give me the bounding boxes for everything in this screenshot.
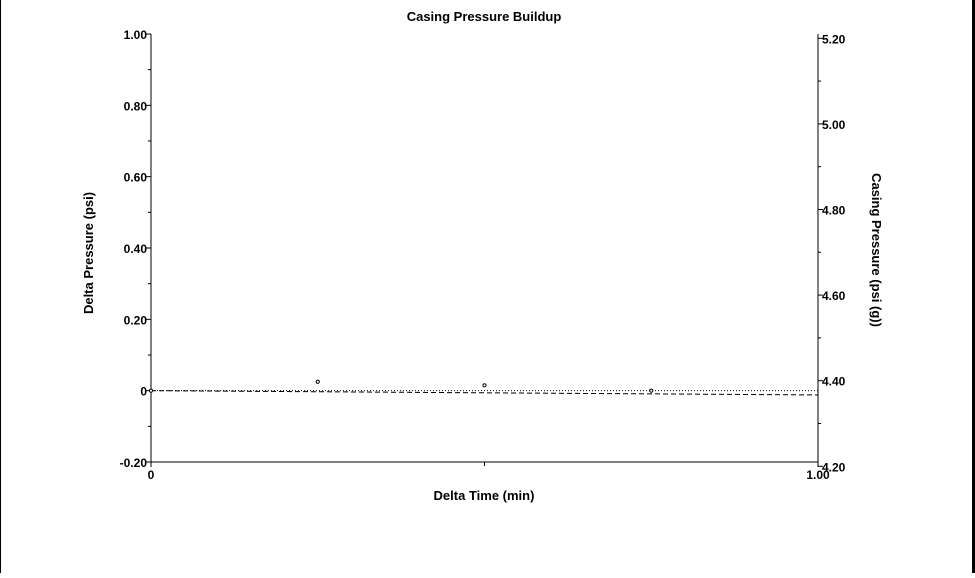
y-tick-label: 0.80 — [124, 99, 148, 113]
y2-tick-label: 5.20 — [822, 32, 846, 46]
y2-tick-label: 5.00 — [822, 118, 846, 132]
y-tick-label: -0.20 — [120, 456, 148, 470]
y2-tick-label: 4.60 — [822, 289, 846, 303]
data-point — [482, 383, 487, 388]
plot-area: 1.000.800.600.400.200-0.205.205.004.804.… — [120, 28, 846, 482]
y2-axis-label: Casing Pressure (psi (g)) — [869, 173, 884, 327]
y-axis-label: Delta Pressure (psi) — [81, 192, 96, 314]
y-tick-label: 0 — [140, 385, 147, 399]
y2-tick-label: 4.40 — [822, 375, 846, 389]
y2-tick-label: 4.80 — [822, 203, 846, 217]
data-point — [315, 379, 320, 384]
y2-tick-label: 4.20 — [822, 460, 846, 474]
chart-title: Casing Pressure Buildup — [407, 9, 562, 24]
x-tick-label: 0 — [148, 468, 155, 482]
y-tick-label: 0.20 — [124, 313, 148, 327]
data-point — [148, 388, 154, 393]
y-tick-label: 0.60 — [124, 171, 148, 185]
x-axis-label: Delta Time (min) — [434, 488, 535, 503]
y-tick-label: 1.00 — [124, 28, 148, 42]
y-tick-label: 0.40 — [124, 242, 148, 256]
x-tick-label: 1.00 — [806, 468, 830, 482]
data-point — [649, 388, 654, 393]
trend-line-dashed — [150, 390, 819, 396]
